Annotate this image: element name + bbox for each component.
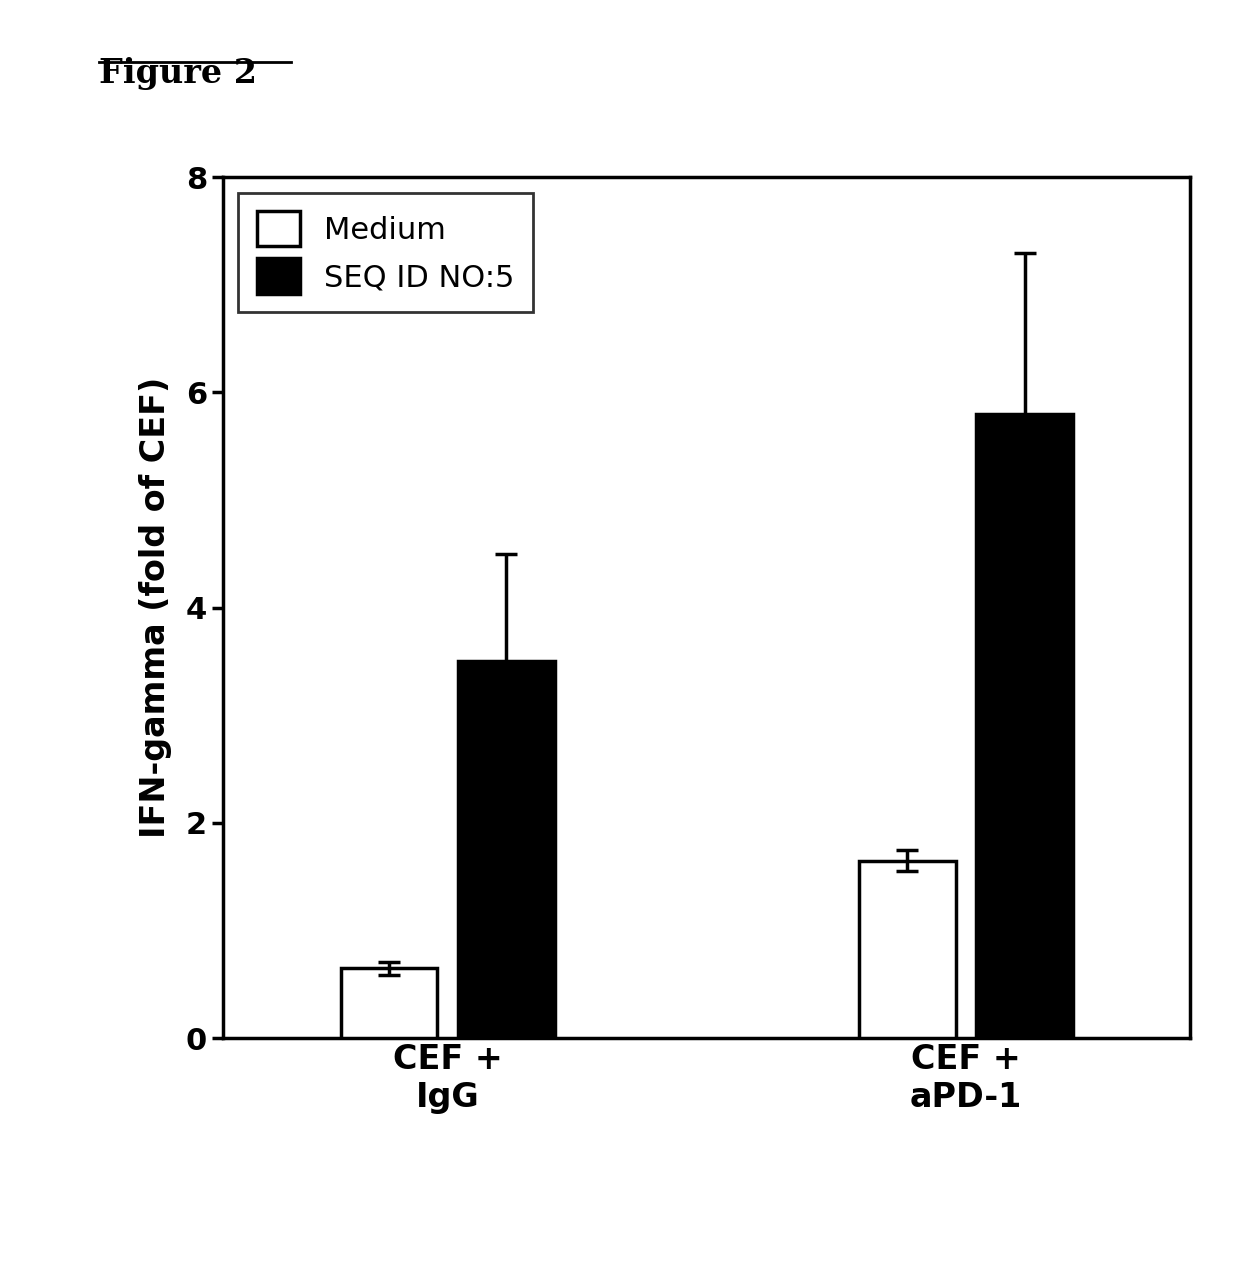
Bar (976, 414, 1073, 1038)
Bar (341, 968, 438, 1038)
Bar (458, 661, 554, 1038)
Text: Figure 2: Figure 2 (99, 57, 257, 90)
Legend: Medium, SEQ ID NO:5: Medium, SEQ ID NO:5 (238, 192, 533, 311)
Bar (859, 861, 956, 1038)
Y-axis label: IFN-gamma (fold of CEF): IFN-gamma (fold of CEF) (139, 377, 172, 838)
